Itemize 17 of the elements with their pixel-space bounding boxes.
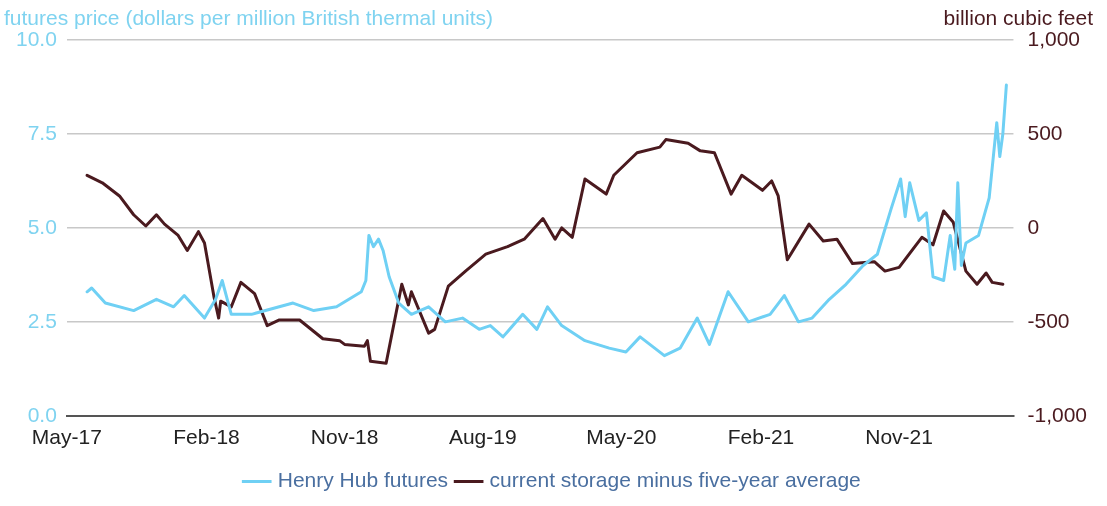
x-tick-label: Feb-21 [727,425,795,449]
legend-label: current storage minus five-year average [489,468,861,492]
y-tick-label: 5.0 [27,214,57,238]
y2-tick-label: 500 [1027,120,1063,144]
x-tick-label: Nov-18 [310,425,379,449]
y-tick-label: 0.0 [27,402,57,426]
y2-tick-label: 0 [1027,214,1040,238]
x-tick-label: Nov-21 [865,425,933,449]
y-tick-label: 2.5 [27,308,57,332]
legend-label: Henry Hub futures [277,468,449,492]
x-tick-label: Feb-18 [173,425,240,449]
y-tick-label: 7.5 [27,120,57,144]
y2-tick-label: -500 [1027,308,1070,332]
x-tick-label: Aug-19 [448,425,517,449]
x-tick-label: May-17 [31,425,102,449]
x-tick-label: May-20 [586,425,657,449]
y2-tick-label: -1,000 [1027,402,1087,426]
